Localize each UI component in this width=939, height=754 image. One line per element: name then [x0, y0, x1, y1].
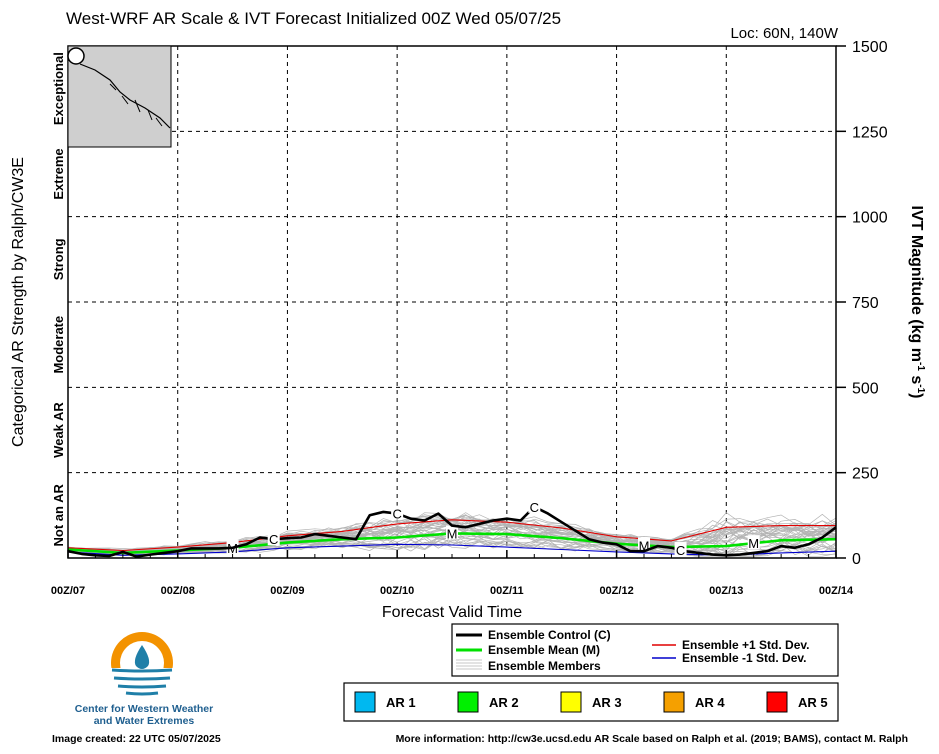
x-axis-label: Forecast Valid Time [382, 604, 522, 621]
series-marker-label: C [392, 507, 401, 522]
ar-scale-swatch [766, 691, 788, 713]
axis-ticks: 00Z/07 00Z/08 00Z/09 00Z/10 00Z/11 00Z/12 00Z/… [51, 39, 888, 597]
ensemble-member-line [67, 520, 837, 553]
category-labels: Not an AR Weak AR Moderate Strong Extreme Exc… [51, 52, 66, 546]
ensemble-member-line [67, 512, 837, 551]
series-marker-label: M [639, 538, 650, 553]
location-label: Loc: 60N, 140W [730, 25, 838, 42]
chart-title: West-WRF AR Scale & IVT Forecast Initial… [66, 9, 561, 28]
legend-control-label: Ensemble Control (C) [488, 628, 611, 642]
legend-members-swatch [456, 659, 482, 670]
inset-map [67, 45, 172, 148]
logo-line1: Center for Western Weather [75, 703, 213, 715]
series-marker-label: M [748, 536, 759, 551]
ar-scale-swatch [663, 691, 685, 713]
grid [68, 46, 836, 558]
series-marker-bg [267, 531, 280, 546]
image-created-label: Image created: 22 UTC 05/07/2025 [52, 733, 221, 745]
ensemble-member-line [67, 515, 837, 551]
category-label: Extreme [51, 148, 66, 199]
category-label: Moderate [51, 316, 66, 374]
series-marker-bg [446, 525, 458, 540]
y-tick-label: 500 [852, 380, 879, 397]
x-tick-label: 00Z/07 [51, 585, 85, 597]
category-label: Strong [51, 238, 66, 280]
y-tick-label: 1000 [852, 210, 888, 227]
plot-area: MMM MCC CC 00Z/07 00Z/08 00Z/09 00Z/10 00Z/11 0… [51, 39, 888, 597]
legend-minus-label: Ensemble -1 Std. Dev. [682, 651, 806, 665]
ar-scale-label: AR 3 [592, 695, 622, 710]
legend: Ensemble Control (C) Ensemble Mean (M) E… [451, 623, 839, 677]
left-axis-label: Categorical AR Strength by Ralph/CW3E [10, 157, 27, 447]
category-label: Exceptional [51, 52, 66, 125]
series-marker-bg [391, 505, 404, 520]
series-marker-bg [747, 535, 760, 550]
ar-scale-swatch [354, 691, 376, 713]
ar-scale-legend: AR 1 AR 2 AR 3 AR 4 AR 5 [343, 682, 839, 722]
control-line [67, 505, 837, 558]
legend-mean-label: Ensemble Mean (M) [488, 643, 600, 657]
cw3e-logo: Center for Western Weather and Water Ext… [75, 632, 213, 727]
x-tick-label: 00Z/12 [599, 585, 633, 597]
y-tick-label: 250 [852, 466, 879, 483]
logo-line2: and Water Extremes [94, 715, 195, 727]
ar-scale-label: AR 2 [489, 695, 519, 710]
x-tick-label: 00Z/10 [380, 585, 414, 597]
series-marker-bg [638, 537, 650, 552]
more-info-label: More information: http://cw3e.ucsd.edu A… [396, 733, 908, 745]
y-tick-label: 0 [852, 551, 861, 568]
series-marker-label: C [269, 532, 278, 547]
series-layer: MMM MCC CC [67, 498, 837, 558]
y-tick-label: 1500 [852, 39, 888, 56]
series-marker-label: C [530, 500, 539, 515]
series-marker-label: C [676, 543, 685, 558]
legend-members-label: Ensemble Members [488, 659, 601, 673]
y-tick-label: 750 [852, 295, 879, 312]
water-drop-icon [134, 645, 150, 669]
location-marker-icon [67, 47, 85, 65]
x-tick-label: 00Z/08 [161, 585, 195, 597]
category-label: Not an AR [51, 484, 66, 547]
x-tick-label: 00Z/11 [490, 585, 524, 597]
plus-std-line [67, 519, 836, 552]
right-axis-label: IVT Magnitude (kg m-1 s-1) [908, 206, 926, 399]
legend-plus-label: Ensemble +1 Std. Dev. [682, 638, 810, 652]
series-marker-label: M [447, 526, 458, 541]
ar-scale-label: AR 4 [695, 695, 725, 710]
x-tick-label: 00Z/09 [270, 585, 304, 597]
ar-scale-swatch [457, 691, 479, 713]
ar-scale-label: AR 5 [798, 695, 828, 710]
ar-scale-label: AR 1 [386, 695, 416, 710]
ar-scale-swatch [560, 691, 582, 713]
x-tick-label: 00Z/13 [709, 585, 743, 597]
ar-scale-items: AR 1 AR 2 AR 3 AR 4 AR 5 [354, 691, 828, 713]
x-tick-label: 00Z/14 [819, 585, 854, 597]
y-tick-label: 1250 [852, 124, 888, 141]
series-marker-bg [528, 498, 541, 513]
category-label: Weak AR [51, 402, 66, 458]
series-marker-bg [674, 542, 687, 557]
